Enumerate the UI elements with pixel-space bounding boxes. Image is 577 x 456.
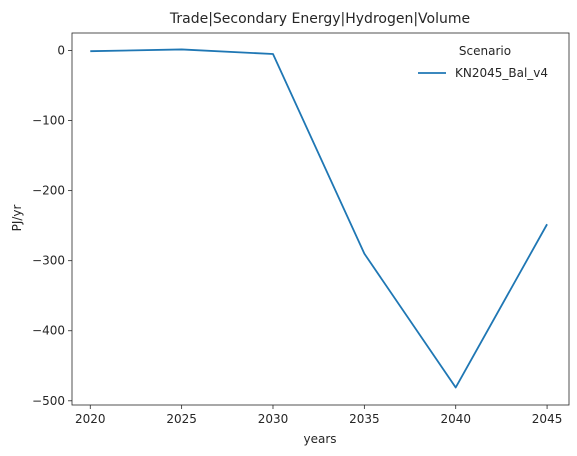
y-axis: 0 −100 −200 −300 −400 −500 [32,44,72,408]
y-tick-label: −400 [32,324,65,338]
x-tick-label: 2030 [258,412,289,426]
series-layer [90,48,548,389]
series-line-0 [90,48,548,389]
y-axis-label: PJ/yr [10,205,24,232]
x-tick-label: 2035 [349,412,380,426]
chart-title: Trade|Secondary Energy|Hydrogen|Volume [169,11,470,27]
y-tick-label: −100 [32,114,65,128]
plot-area [71,32,570,406]
x-tick-label: 2020 [75,412,106,426]
plot-frame [71,32,570,406]
y-tick-label: −300 [32,254,65,268]
x-axis: 2020 2025 2030 2035 2040 2045 [75,405,562,426]
x-axis-label: years [303,432,336,446]
legend-title: Scenario [459,44,511,58]
legend-entry-kn2045-bal-v4: KN2045_Bal_v4 [455,66,548,80]
y-tick-label: −200 [32,184,65,198]
y-tick-label: −500 [32,394,65,408]
x-tick-label: 2025 [166,412,197,426]
x-tick-label: 2040 [440,412,471,426]
y-tick-label: 0 [57,44,65,58]
legend: Scenario KN2045_Bal_v4 [418,44,548,80]
x-tick-label: 2045 [532,412,563,426]
